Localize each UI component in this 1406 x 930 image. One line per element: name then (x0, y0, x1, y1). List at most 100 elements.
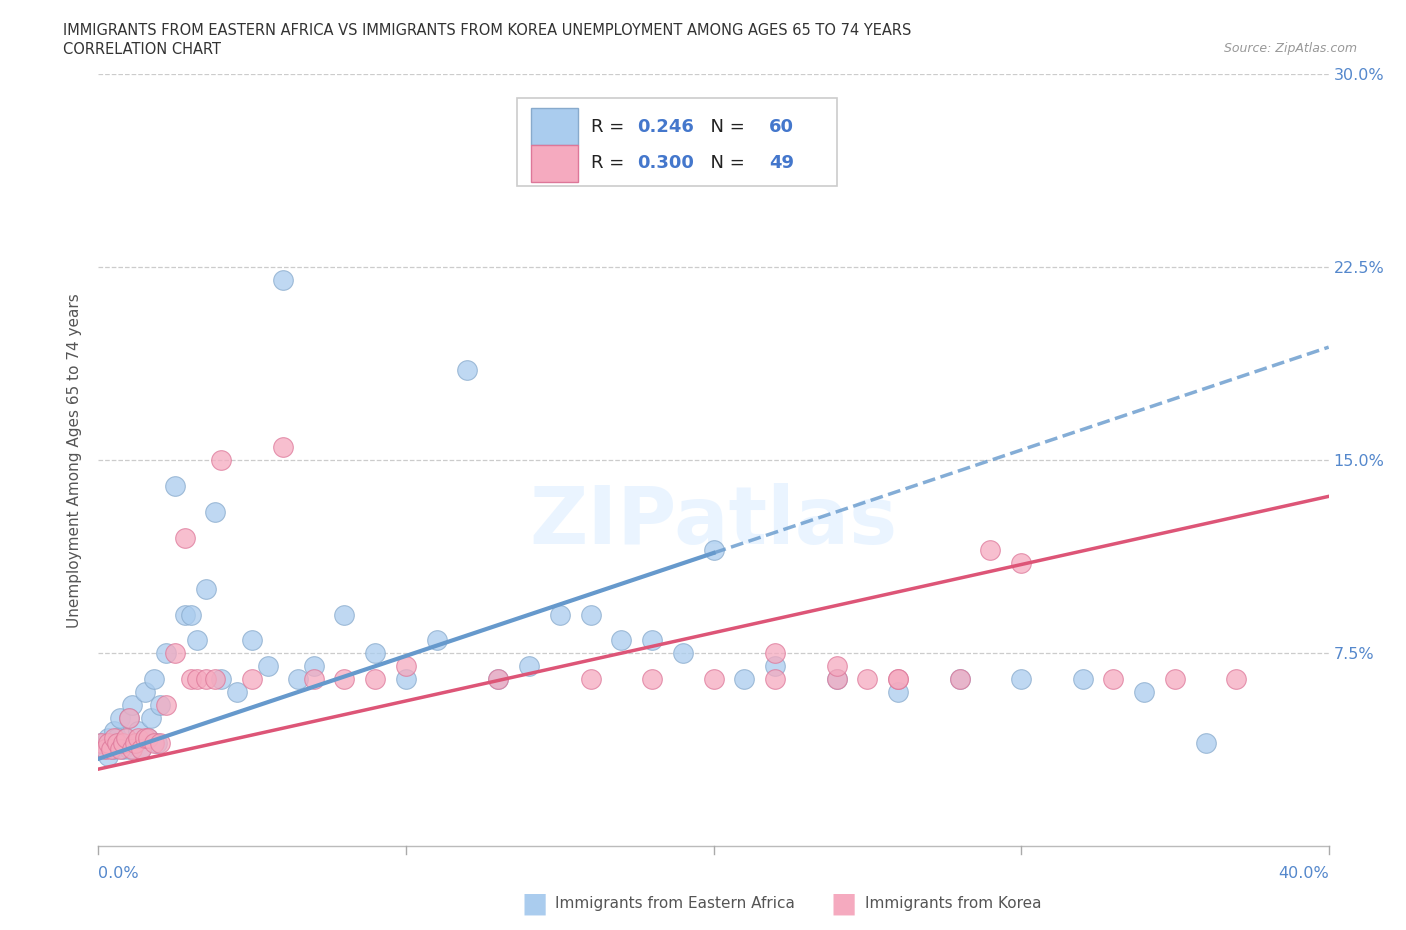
Text: IMMIGRANTS FROM EASTERN AFRICA VS IMMIGRANTS FROM KOREA UNEMPLOYMENT AMONG AGES : IMMIGRANTS FROM EASTERN AFRICA VS IMMIGR… (63, 23, 911, 38)
Point (333, 607, 356, 622)
Point (1133, 684, 1156, 699)
Point (364, 646, 387, 661)
Point (112, 741, 135, 756)
Point (90, 736, 112, 751)
Point (97, 731, 120, 746)
Text: ■: ■ (831, 890, 856, 918)
Point (103, 724, 125, 738)
Text: Source: ZipAtlas.com: Source: ZipAtlas.com (1223, 42, 1357, 55)
Y-axis label: Unemployment Among Ages 65 to 74 years: Unemployment Among Ages 65 to 74 years (66, 293, 82, 628)
Point (887, 684, 910, 699)
Point (486, 671, 509, 686)
Point (142, 671, 165, 686)
Point (703, 671, 725, 686)
Point (131, 741, 153, 756)
Text: 0.0%: 0.0% (98, 866, 139, 881)
Point (703, 543, 725, 558)
Point (142, 736, 165, 751)
Point (165, 646, 187, 661)
Point (887, 671, 910, 686)
Point (486, 671, 509, 686)
Text: R =: R = (591, 118, 630, 136)
Point (115, 731, 138, 746)
Point (186, 671, 208, 686)
Point (287, 671, 309, 686)
Point (763, 646, 786, 661)
Point (641, 633, 664, 648)
Point (127, 731, 149, 746)
Point (112, 736, 135, 751)
Point (105, 736, 128, 751)
Point (108, 711, 131, 725)
Point (121, 698, 143, 712)
Point (887, 671, 910, 686)
Point (825, 671, 848, 686)
Point (118, 711, 141, 725)
Point (155, 698, 177, 712)
Text: ■: ■ (522, 890, 547, 918)
Point (395, 658, 418, 673)
Point (856, 671, 879, 686)
Point (1225, 671, 1247, 686)
Point (124, 736, 146, 751)
Point (108, 736, 131, 751)
Point (93, 741, 115, 756)
Point (195, 581, 218, 596)
Point (240, 671, 263, 686)
Point (825, 671, 848, 686)
Text: 0.300: 0.300 (637, 154, 695, 172)
Point (97, 736, 120, 751)
Point (204, 671, 226, 686)
Point (165, 479, 187, 494)
FancyBboxPatch shape (517, 98, 837, 186)
Point (271, 440, 294, 455)
Point (139, 711, 162, 725)
Point (579, 671, 602, 686)
Text: Immigrants from Korea: Immigrants from Korea (865, 897, 1042, 911)
Point (256, 658, 278, 673)
Point (610, 633, 633, 648)
Point (149, 698, 172, 712)
Point (333, 671, 356, 686)
Point (124, 736, 146, 751)
Point (115, 731, 138, 746)
Point (180, 607, 202, 622)
Point (302, 671, 325, 686)
Text: 40.0%: 40.0% (1278, 866, 1329, 881)
Point (155, 646, 177, 661)
Point (118, 711, 141, 725)
Point (134, 731, 156, 746)
Point (127, 724, 149, 738)
Bar (531, 109, 578, 145)
Point (1010, 556, 1032, 571)
Point (97, 749, 120, 764)
Point (364, 671, 387, 686)
Point (763, 671, 786, 686)
Point (180, 671, 202, 686)
Point (136, 731, 159, 746)
Bar (531, 145, 578, 181)
Point (641, 671, 664, 686)
Point (93, 741, 115, 756)
Point (173, 607, 195, 622)
Text: CORRELATION CHART: CORRELATION CHART (63, 42, 221, 57)
Point (426, 633, 449, 648)
Text: R =: R = (591, 154, 630, 172)
Point (1010, 671, 1032, 686)
Point (136, 731, 159, 746)
Point (825, 658, 848, 673)
Point (211, 671, 233, 686)
Point (240, 633, 263, 648)
Point (1102, 671, 1125, 686)
Point (103, 741, 125, 756)
Point (105, 731, 128, 746)
Text: ZIPatlas: ZIPatlas (530, 483, 897, 561)
Point (118, 741, 141, 756)
Point (1164, 671, 1187, 686)
Point (225, 684, 247, 699)
Point (517, 658, 540, 673)
Point (134, 684, 156, 699)
Point (186, 633, 208, 648)
Point (100, 736, 122, 751)
Point (131, 741, 153, 756)
